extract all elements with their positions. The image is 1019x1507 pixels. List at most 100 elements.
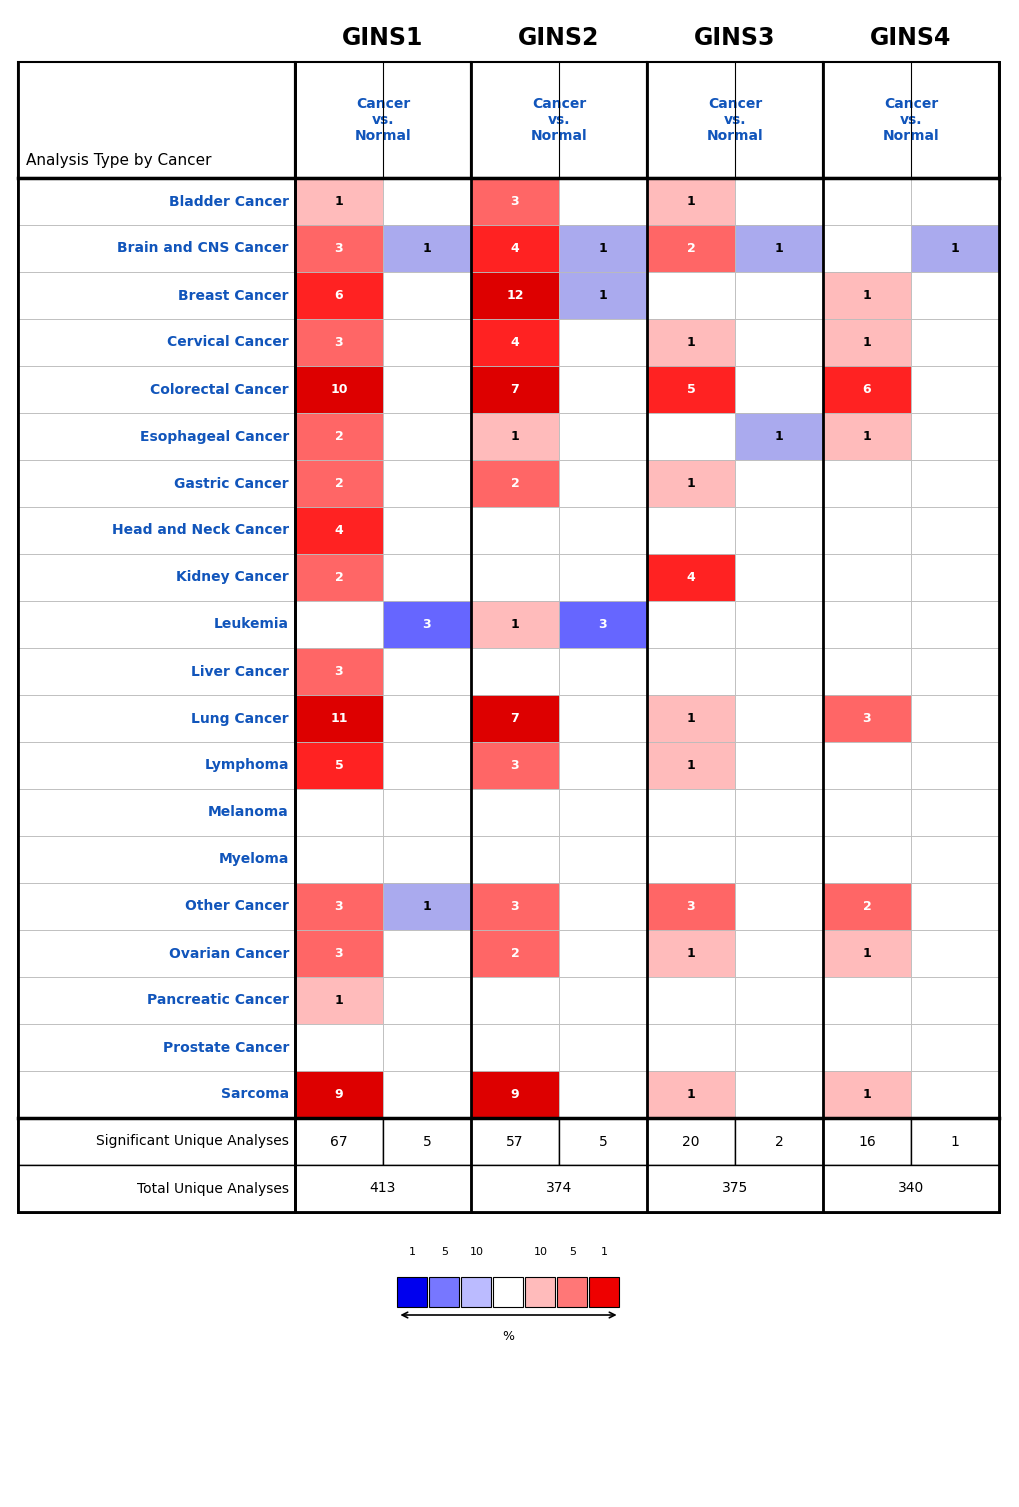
Bar <box>558 555 646 601</box>
Bar <box>382 977 471 1023</box>
Bar <box>910 178 998 225</box>
Text: 5: 5 <box>598 1135 606 1148</box>
Text: Lung Cancer: Lung Cancer <box>192 711 288 725</box>
Bar <box>646 1023 735 1071</box>
Bar <box>558 225 646 271</box>
Bar <box>471 366 558 413</box>
Bar <box>471 271 558 319</box>
Bar <box>735 1071 822 1118</box>
Bar <box>382 1071 471 1118</box>
Bar <box>646 506 735 555</box>
Bar <box>18 977 998 1023</box>
Bar <box>822 930 910 977</box>
Bar <box>822 225 910 271</box>
Bar <box>822 555 910 601</box>
Text: 2: 2 <box>511 478 519 490</box>
Text: 3: 3 <box>334 665 343 678</box>
Text: 3: 3 <box>334 900 343 913</box>
Text: 3: 3 <box>511 194 519 208</box>
Bar <box>558 413 646 460</box>
Bar <box>558 271 646 319</box>
Bar <box>294 460 382 506</box>
Text: Prostate Cancer: Prostate Cancer <box>162 1040 288 1055</box>
Text: Melanoma: Melanoma <box>208 806 288 820</box>
Bar <box>471 555 558 601</box>
Bar <box>382 506 471 555</box>
Bar <box>382 883 471 930</box>
Bar <box>558 648 646 695</box>
Text: 5: 5 <box>422 1135 431 1148</box>
Bar <box>18 601 998 648</box>
Bar <box>382 695 471 741</box>
Bar <box>471 741 558 790</box>
Bar <box>382 930 471 977</box>
Text: Analysis Type by Cancer: Analysis Type by Cancer <box>25 152 211 167</box>
Text: GINS1: GINS1 <box>342 26 423 50</box>
Text: 9: 9 <box>334 1088 343 1102</box>
Text: 1: 1 <box>862 1088 870 1102</box>
Bar <box>735 695 822 741</box>
Bar <box>18 319 998 366</box>
Bar <box>646 460 735 506</box>
Text: Myeloma: Myeloma <box>218 853 288 867</box>
Bar <box>558 790 646 836</box>
Text: Significant Unique Analyses: Significant Unique Analyses <box>96 1135 288 1148</box>
Text: 1: 1 <box>862 336 870 350</box>
Text: 2: 2 <box>334 571 343 585</box>
Bar <box>558 695 646 741</box>
Bar <box>646 555 735 601</box>
Text: GINS3: GINS3 <box>694 26 775 50</box>
Bar <box>18 506 998 555</box>
Bar <box>18 1071 998 1118</box>
Bar <box>646 695 735 741</box>
Text: 57: 57 <box>505 1135 523 1148</box>
Bar <box>646 883 735 930</box>
Bar <box>822 366 910 413</box>
Bar <box>18 555 998 601</box>
Text: Kidney Cancer: Kidney Cancer <box>176 571 288 585</box>
Text: 3: 3 <box>422 618 431 631</box>
Bar <box>18 178 998 225</box>
Text: 1: 1 <box>334 194 343 208</box>
Bar <box>18 883 998 930</box>
Bar <box>822 413 910 460</box>
Text: 3: 3 <box>686 900 695 913</box>
Text: 10: 10 <box>469 1246 483 1257</box>
Text: Head and Neck Cancer: Head and Neck Cancer <box>112 523 288 538</box>
Bar <box>382 271 471 319</box>
Bar <box>822 62 998 178</box>
Bar <box>294 178 382 225</box>
Text: 1: 1 <box>773 429 783 443</box>
Text: 1: 1 <box>334 995 343 1007</box>
Bar <box>735 977 822 1023</box>
Bar <box>910 413 998 460</box>
Bar <box>18 695 998 741</box>
Text: 340: 340 <box>897 1181 923 1195</box>
Text: 10: 10 <box>330 383 347 396</box>
Bar <box>471 178 558 225</box>
Text: 1: 1 <box>686 946 695 960</box>
Bar <box>18 648 998 695</box>
Text: %: % <box>502 1331 514 1343</box>
Text: Total Unique Analyses: Total Unique Analyses <box>137 1181 288 1195</box>
Text: 4: 4 <box>686 571 695 585</box>
Bar <box>558 741 646 790</box>
Text: 1: 1 <box>862 429 870 443</box>
Text: 4: 4 <box>511 243 519 255</box>
Bar <box>382 790 471 836</box>
Text: Liver Cancer: Liver Cancer <box>191 665 288 678</box>
Text: Cancer
vs.
Normal: Cancer vs. Normal <box>881 96 938 143</box>
Bar <box>646 601 735 648</box>
Text: 375: 375 <box>721 1181 747 1195</box>
Text: 1: 1 <box>950 243 959 255</box>
Bar <box>558 506 646 555</box>
Bar <box>646 977 735 1023</box>
Text: 1: 1 <box>773 243 783 255</box>
Bar <box>471 601 558 648</box>
Bar <box>493 1276 523 1307</box>
Text: Cervical Cancer: Cervical Cancer <box>167 336 288 350</box>
Bar <box>294 413 382 460</box>
Text: 1: 1 <box>422 243 431 255</box>
Text: 1: 1 <box>686 711 695 725</box>
Bar <box>646 930 735 977</box>
